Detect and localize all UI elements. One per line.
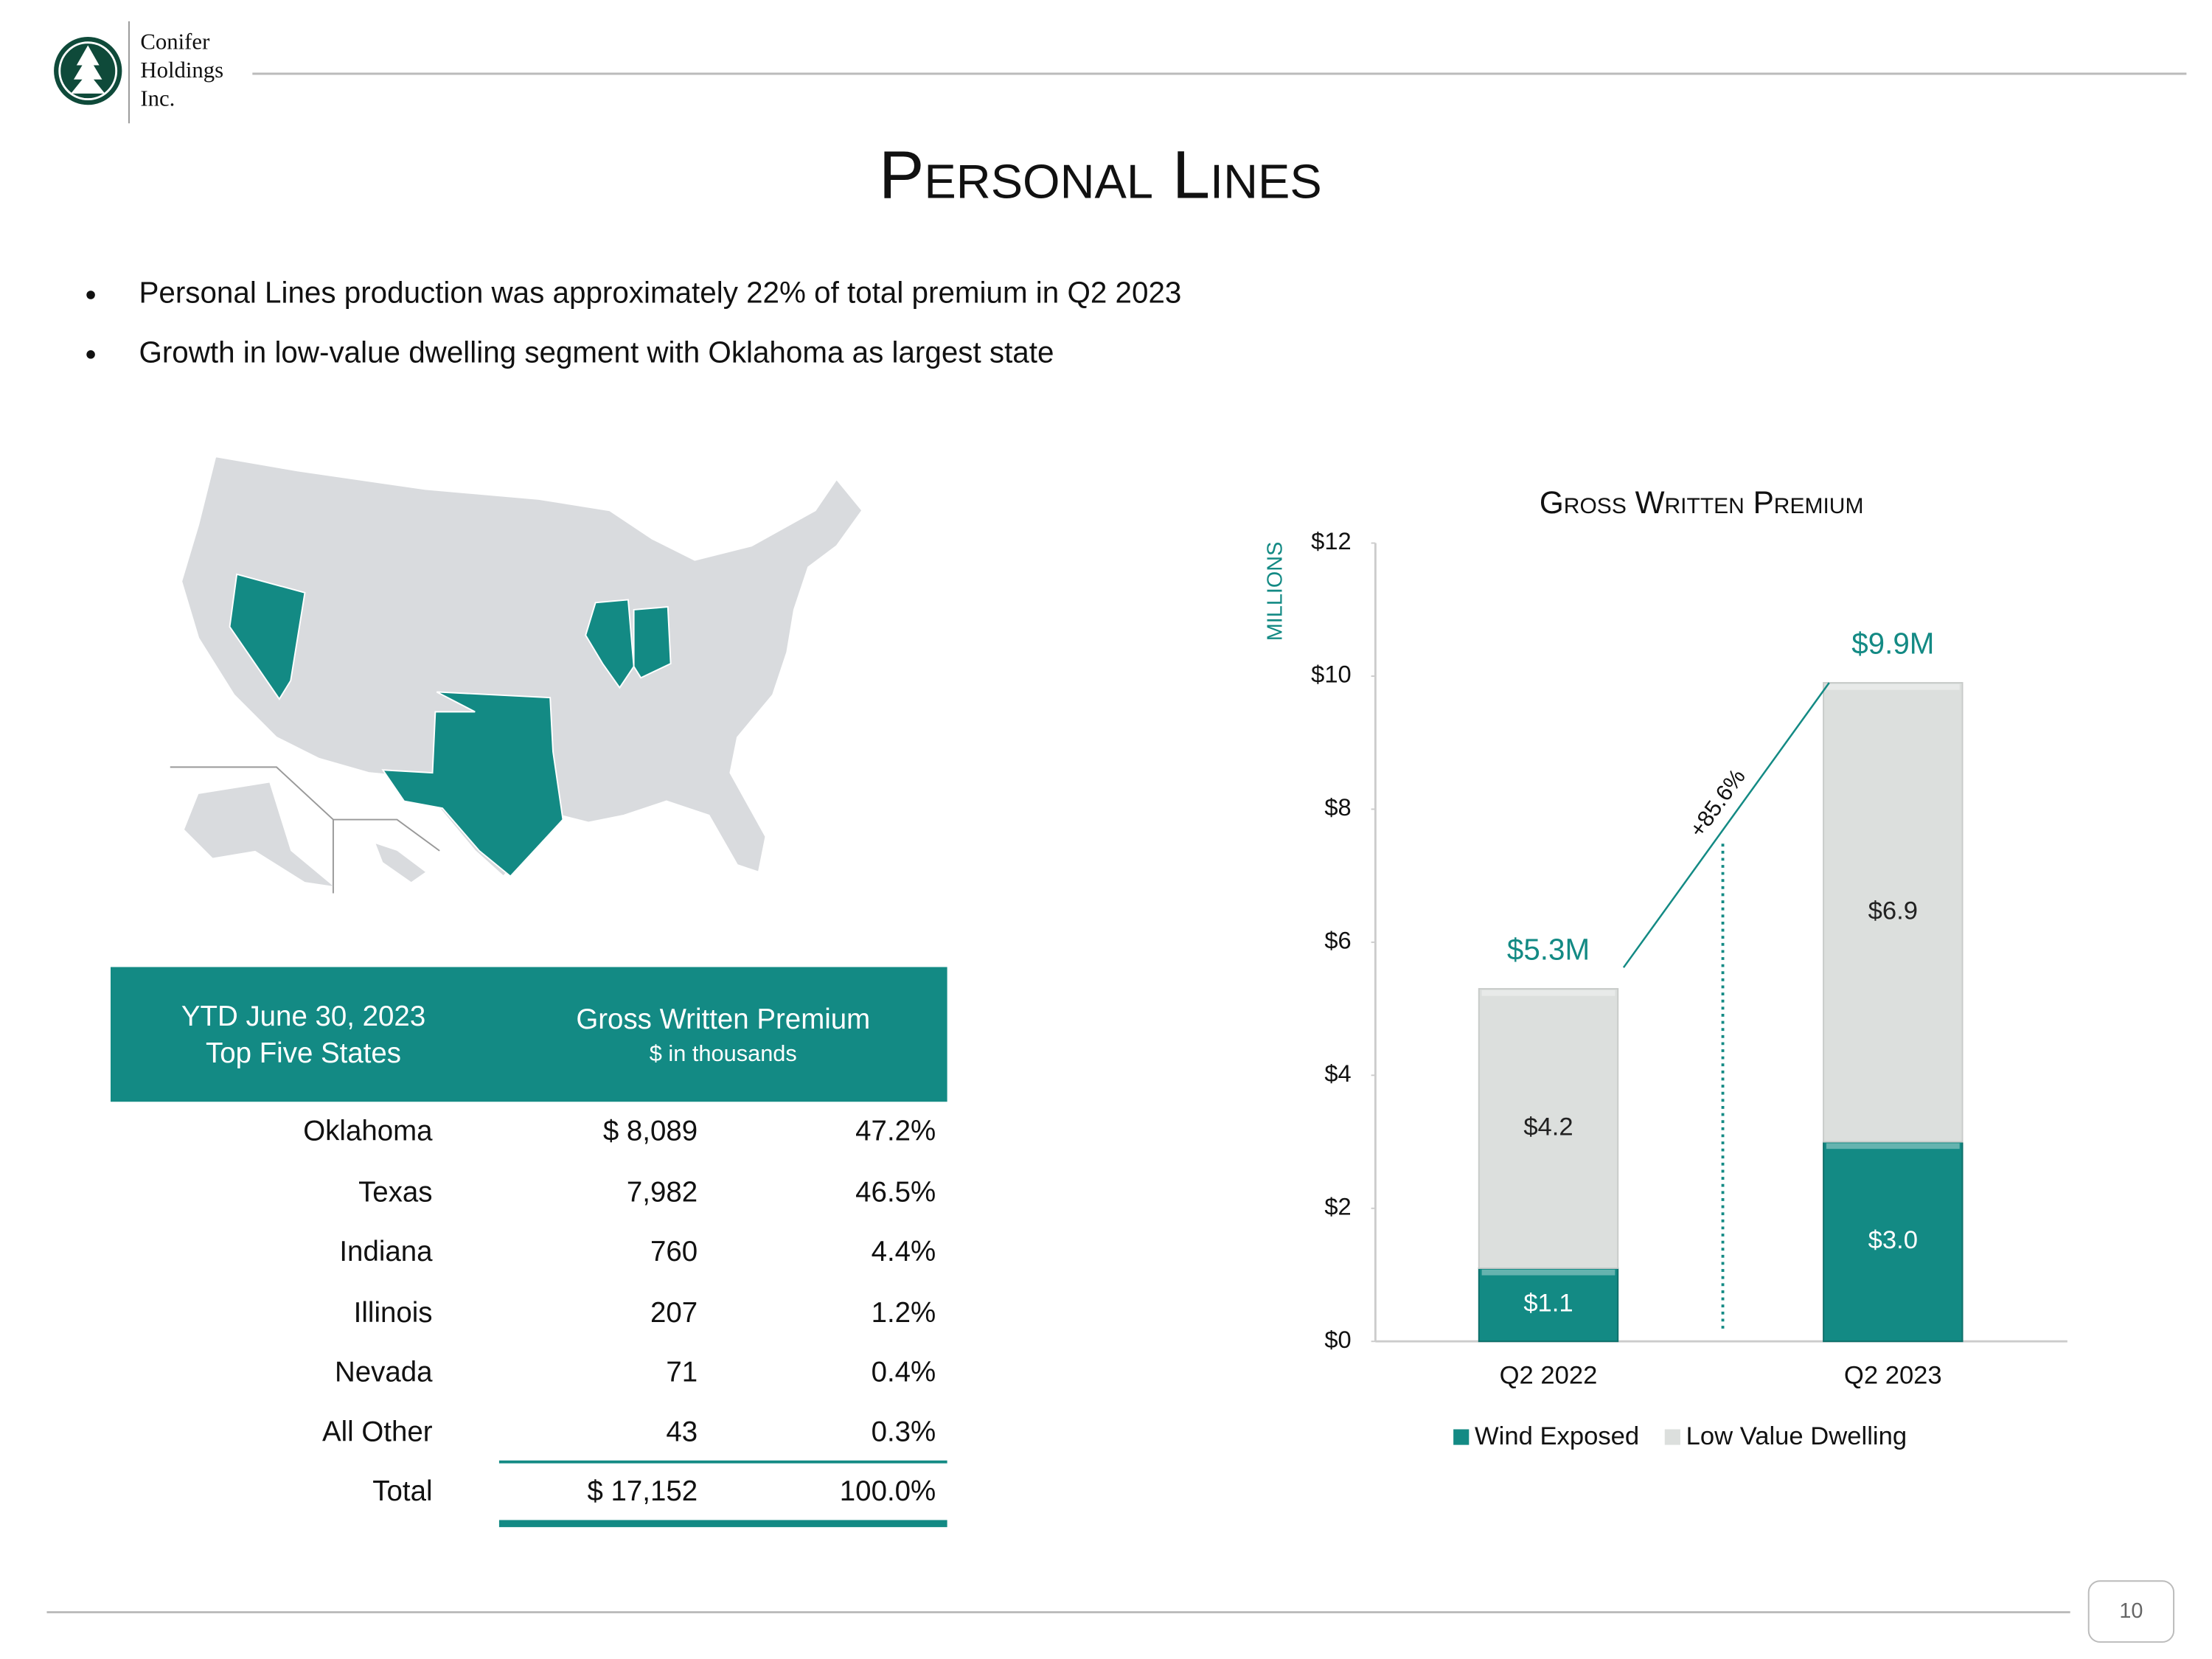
bar-segment [1823,682,1964,1143]
table-cell: Nevada [335,1357,433,1388]
logo-text: Holdings [140,58,223,83]
map-inset-border [170,766,334,894]
bullet: Growth in low-value dwelling segment wit… [139,335,1054,369]
table-cell: 1.2% [872,1297,936,1329]
growth-line [1622,682,1830,968]
map-states [181,456,863,877]
page-title: Personal Lines [879,136,1322,213]
table-cell: 0.3% [872,1416,936,1447]
table-header-subtext: $ in thousands [650,1040,797,1066]
y-tick-label: $10 [1311,661,1352,688]
bullet: Personal Lines production was approximat… [139,276,1181,310]
logo-ring [58,41,118,101]
total-label: $9.9M [1851,627,1934,661]
y-tick-label: $8 [1324,793,1351,821]
page-number-box [2087,1580,2175,1643]
table-cell: 100.0% [840,1475,936,1507]
y-tick-label: $6 [1324,927,1351,954]
logo-text: Conifer [140,29,209,55]
value-label: $1.1 [1523,1290,1573,1318]
table-header-text: Top Five States [206,1037,401,1069]
table-cell: 4.4% [872,1236,936,1267]
map-illinois [585,599,635,689]
table-cell: 47.2% [855,1116,936,1147]
y-tick-label: $4 [1324,1060,1351,1087]
logo-text: Inc. [140,86,175,111]
table-cell: 0.4% [872,1357,936,1388]
table-body: Oklahoma $ 8,089 47.2% Texas 7,982 46.5% India… [303,1116,936,1507]
legend-swatch [1664,1429,1680,1445]
bullet-dot [86,291,95,299]
bar-segment [1478,988,1619,1269]
value-label: $6.9 [1868,897,1918,925]
y-tick-label: $0 [1324,1326,1351,1353]
legend-label: Low Value Dwelling [1686,1422,1907,1450]
chart-title: Gross Written Premium [1540,485,1864,520]
y-tick-label: $2 [1324,1192,1351,1220]
bar-highlight [1481,990,1615,996]
table-cell: Indiana [339,1236,433,1267]
table-cell: $ 17,152 [587,1475,698,1507]
table-cell: 43 [666,1416,698,1447]
table-cell: All Other [322,1416,433,1447]
y-tick-label: $12 [1311,527,1352,554]
value-label: $4.2 [1523,1113,1573,1141]
table-cell: 46.5% [855,1176,936,1208]
us-map [170,456,863,894]
page-number: 10 [2119,1599,2143,1623]
table-cell: 760 [650,1236,698,1267]
chart: $0 $2 $4 $6 $8 $10 $12 Q2 2022 $1.1 $4.2 $5.3M Q2 2… [1311,527,2067,1450]
growth-label: +85.6% [1684,764,1750,842]
table-cell: Total [372,1475,432,1507]
map-alaska [184,782,333,886]
table-header-text: Gross Written Premium [576,1004,870,1035]
logo-tree [71,45,105,94]
y-axis-label: MILLIONS [1263,542,1287,641]
bar-highlight [1826,684,1960,690]
bar-highlight [1826,1143,1960,1150]
table-cell: 71 [666,1357,698,1388]
map-indiana [633,606,672,679]
x-tick-label: Q2 2022 [1500,1361,1598,1389]
table-cell: $ 8,089 [603,1116,698,1147]
bullet-dot [86,350,95,359]
bar-segment [1823,1141,1964,1343]
map-nevada [229,573,306,700]
legend-swatch [1453,1429,1470,1445]
bar-highlight [1481,1269,1615,1276]
map-texas-oklahoma [381,691,564,877]
table-cell: Illinois [354,1297,433,1329]
map-inset-border [333,818,440,852]
table-header [111,967,947,1102]
bar-segment [1478,1267,1619,1343]
x-tick-label: Q2 2023 [1844,1361,1942,1389]
legend-label: Wind Exposed [1475,1422,1639,1450]
table-cell: Oklahoma [303,1116,433,1147]
table-header-text: YTD June 30, 2023 [181,1001,425,1032]
total-bar [498,1520,947,1528]
table-cell: 7,982 [627,1176,698,1208]
total-label: $5.3M [1507,933,1590,967]
value-label: $3.0 [1868,1226,1918,1254]
table-cell: Texas [358,1176,432,1208]
map-hawaii [375,844,425,883]
table-cell: 207 [650,1297,698,1329]
